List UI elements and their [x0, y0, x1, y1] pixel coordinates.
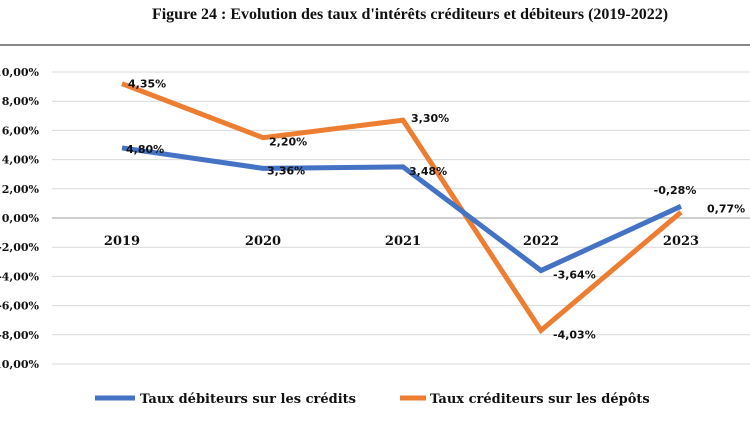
data-label: -3,64% — [553, 269, 596, 282]
y-tick-label: -4,00% — [0, 270, 40, 283]
x-tick-label: 2021 — [385, 234, 421, 249]
data-label: 3,36% — [267, 164, 305, 177]
y-tick-label: 2,00% — [2, 183, 40, 196]
y-tick-label: -2,00% — [0, 241, 40, 254]
y-tick-label: -8,00% — [0, 329, 40, 342]
chart-title: Figure 24 : Evolution des taux d'intérêt… — [151, 6, 669, 23]
data-label: 4,80% — [126, 143, 164, 156]
y-tick-label: 8,00% — [2, 95, 40, 108]
data-label: 2,20% — [269, 136, 307, 149]
y-tick-label: -10,00% — [0, 358, 40, 371]
data-label: -4,03% — [553, 328, 596, 341]
legend-label: Taux débiteurs sur les crédits — [140, 392, 356, 407]
data-label: 3,48% — [409, 165, 447, 178]
y-tick-label: -6,00% — [0, 300, 40, 313]
y-tick-label: 6,00% — [2, 124, 40, 137]
series-line-debiteurs — [121, 145, 683, 274]
series-line-crediteurs — [121, 81, 683, 335]
x-tick-label: 2019 — [104, 234, 140, 249]
data-label: 0,77% — [707, 202, 745, 215]
data-label: -0,28% — [654, 184, 697, 197]
legend-label: Taux créditeurs sur les dépôts — [430, 392, 650, 407]
data-label: 3,30% — [411, 112, 449, 125]
y-tick-label: 10,00% — [0, 66, 40, 79]
y-tick-label: 4,00% — [2, 154, 40, 167]
top-border — [0, 44, 750, 46]
x-tick-label: 2022 — [523, 234, 559, 249]
data-label: 4,35% — [128, 78, 166, 91]
x-tick-label: 2023 — [663, 234, 699, 249]
x-tick-label: 2020 — [245, 234, 281, 249]
y-tick-label: 0,00% — [2, 212, 40, 225]
